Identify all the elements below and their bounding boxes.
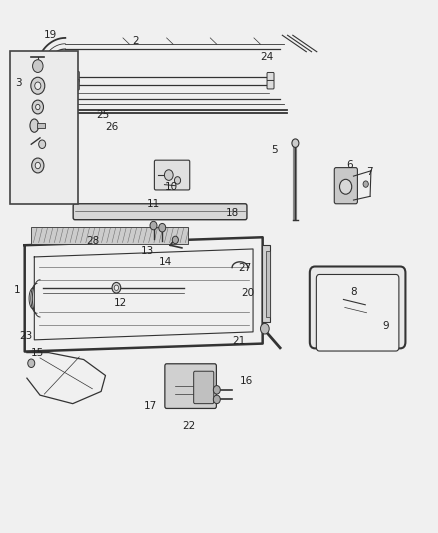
Text: 17: 17	[143, 401, 157, 411]
Bar	[11, 51, 78, 204]
Circle shape	[35, 163, 40, 168]
Text: 10: 10	[164, 182, 177, 192]
Circle shape	[261, 324, 269, 334]
Circle shape	[164, 169, 173, 180]
Circle shape	[213, 385, 220, 394]
Text: 24: 24	[261, 52, 274, 61]
Circle shape	[32, 100, 43, 114]
Circle shape	[292, 139, 299, 148]
Circle shape	[159, 223, 166, 232]
Circle shape	[112, 282, 121, 293]
Ellipse shape	[30, 119, 39, 132]
Text: 21: 21	[232, 336, 245, 346]
FancyBboxPatch shape	[267, 72, 274, 81]
FancyBboxPatch shape	[316, 274, 399, 351]
Text: 27: 27	[239, 263, 252, 272]
Circle shape	[150, 221, 157, 230]
Text: 3: 3	[15, 78, 21, 88]
Circle shape	[39, 140, 46, 149]
Text: 19: 19	[44, 30, 57, 41]
Text: 23: 23	[19, 330, 33, 341]
Text: 1: 1	[14, 286, 21, 295]
Circle shape	[31, 77, 45, 94]
Circle shape	[363, 181, 368, 187]
Text: 11: 11	[147, 199, 160, 209]
Text: 14: 14	[159, 257, 173, 267]
Text: 2: 2	[133, 36, 139, 45]
Circle shape	[213, 395, 220, 403]
Text: 22: 22	[183, 421, 196, 431]
Text: 16: 16	[240, 376, 253, 386]
Text: 18: 18	[226, 208, 239, 219]
Bar	[262, 245, 270, 322]
Text: 8: 8	[350, 287, 357, 297]
FancyBboxPatch shape	[74, 79, 79, 90]
Text: 20: 20	[241, 288, 254, 298]
FancyBboxPatch shape	[154, 160, 190, 190]
Text: 15: 15	[31, 348, 44, 358]
Text: 13: 13	[140, 246, 154, 255]
FancyBboxPatch shape	[194, 371, 214, 403]
FancyBboxPatch shape	[334, 167, 357, 204]
Circle shape	[32, 60, 43, 72]
Text: 28: 28	[86, 236, 99, 246]
FancyBboxPatch shape	[310, 266, 406, 349]
Circle shape	[339, 179, 352, 194]
Bar	[266, 251, 270, 317]
FancyBboxPatch shape	[73, 204, 247, 220]
FancyBboxPatch shape	[267, 80, 274, 89]
Bar	[31, 227, 188, 244]
Circle shape	[28, 359, 35, 368]
Bar	[37, 123, 45, 128]
Text: 9: 9	[382, 321, 389, 331]
Text: 12: 12	[114, 297, 127, 308]
Circle shape	[32, 158, 44, 173]
Circle shape	[35, 104, 40, 110]
Circle shape	[114, 285, 119, 290]
FancyBboxPatch shape	[74, 71, 79, 82]
Text: 25: 25	[97, 110, 110, 120]
Circle shape	[174, 176, 180, 184]
Text: 7: 7	[366, 167, 373, 177]
Text: 6: 6	[346, 160, 353, 171]
Text: 5: 5	[272, 144, 278, 155]
Circle shape	[172, 236, 178, 244]
Text: 26: 26	[106, 122, 119, 132]
Circle shape	[35, 82, 41, 90]
FancyBboxPatch shape	[165, 364, 216, 408]
